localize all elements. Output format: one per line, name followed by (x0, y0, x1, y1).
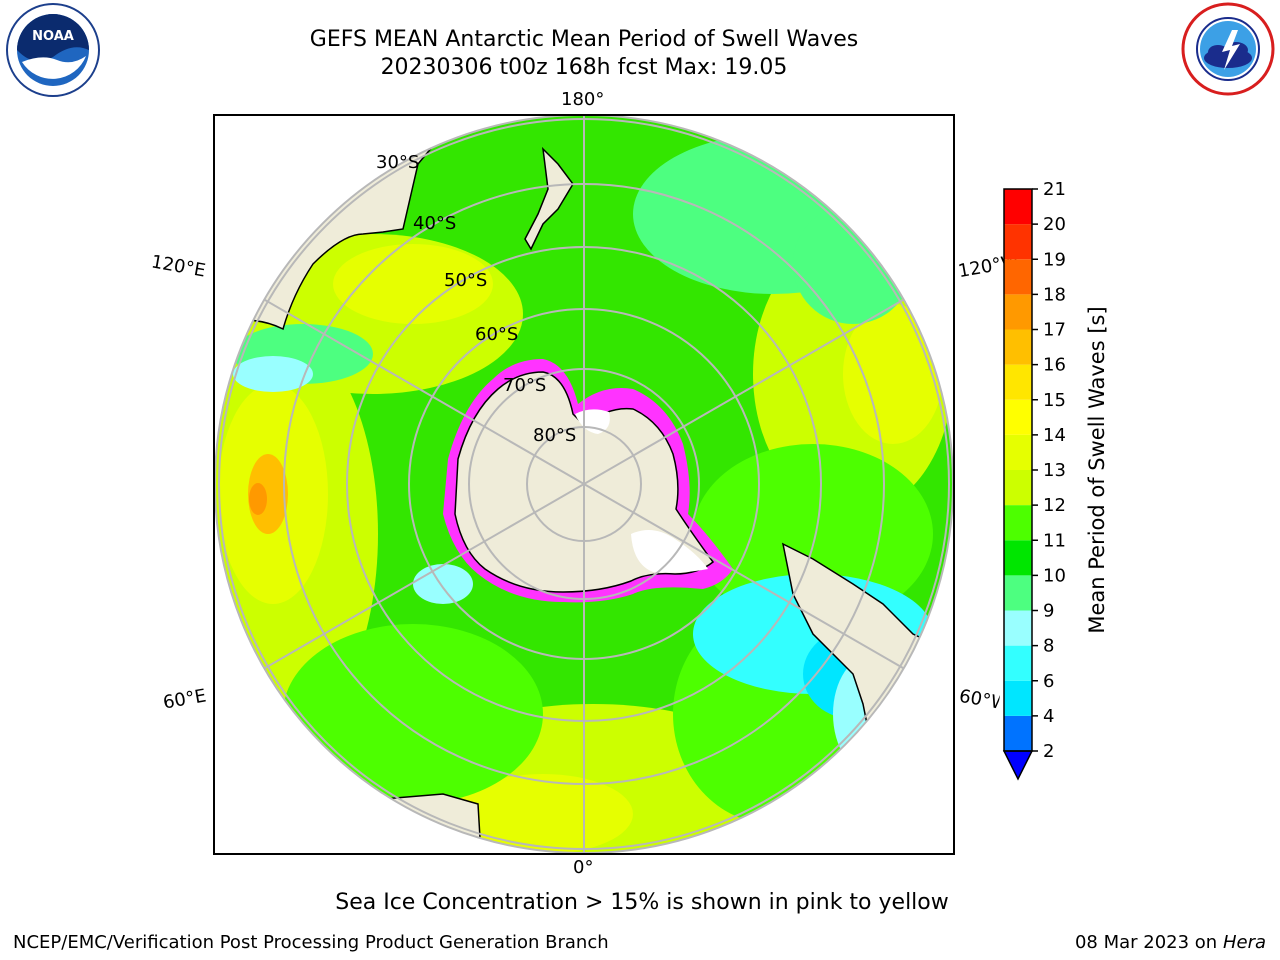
weddell-ice (631, 530, 708, 573)
footer-date: 08 Mar 2023 on Hera (1075, 932, 1266, 953)
colorbar-band (1004, 575, 1032, 611)
noaa-logo-text: NOAA (32, 29, 74, 44)
map-subtitle: 20230306 t00z 168h fcst Max: 19.05 (380, 55, 788, 80)
footer-host: Hera (1222, 932, 1266, 953)
colorbar-band (1004, 224, 1032, 260)
colorbar-tick-label: 18 (1043, 284, 1066, 305)
colorbar-band (1004, 680, 1032, 716)
colorbar-title: Mean Period of Swell Waves [s] (1085, 306, 1109, 634)
colorbar-tick-label: 14 (1043, 425, 1066, 446)
colorbar-tick-label: 19 (1043, 249, 1066, 270)
colorbar-tick-label: 20 (1043, 214, 1066, 235)
colorbar-tick-label: 11 (1043, 530, 1066, 551)
footer-credit: NCEP/EMC/Verification Post Processing Pr… (13, 932, 609, 953)
lat-label-60s: 60°S (475, 324, 519, 345)
noaa-logo: NOAA (6, 3, 100, 97)
colorbar-tick-label: 21 (1043, 180, 1066, 200)
colorbar-tick-label: 15 (1043, 390, 1066, 411)
lat-label-80s: 80°S (533, 425, 577, 446)
colorbar: 2 4 6 8 9 10 11 12 13 14 15 16 17 18 19 20 21 (1002, 180, 1066, 781)
colorbar-band (1004, 189, 1032, 225)
colorbar-band (1004, 645, 1032, 681)
lat-label-40s: 40°S (413, 213, 457, 234)
lat-label-30s: 30°S (376, 152, 420, 173)
lat-label-50s: 50°S (444, 270, 488, 291)
nws-logo (1181, 2, 1275, 96)
map-title: GEFS MEAN Antarctic Mean Period of Swell… (309, 27, 859, 52)
colorbar-band (1004, 540, 1032, 576)
colorbar-tick-label: 17 (1043, 320, 1066, 341)
colorbar-tick-label: 8 (1043, 636, 1054, 657)
colorbar-band (1004, 329, 1032, 365)
new-zealand-land (524, 146, 574, 251)
colorbar-band (1004, 364, 1032, 400)
colorbar-band (1004, 434, 1032, 470)
colorbar-tick-label: 9 (1043, 601, 1054, 622)
lon-label-180: 180° (561, 89, 605, 110)
lat-label-70s: 70°S (503, 375, 547, 396)
colorbar-under-triangle (1002, 750, 1034, 781)
colorbar-band (1004, 259, 1032, 295)
colorbar-tick-label: 6 (1043, 671, 1054, 692)
antarctic-map (213, 114, 955, 855)
colorbar-tick-label: 12 (1043, 495, 1066, 516)
colorbar-tick-label: 16 (1043, 355, 1066, 376)
colorbar-band (1004, 610, 1032, 646)
meridian-120e-60w (215, 269, 953, 699)
lon-label-120e: 120°E (149, 251, 208, 282)
colorbar-tick-label: 13 (1043, 460, 1066, 481)
colorbar-band (1004, 715, 1032, 751)
lon-label-60e: 60°E (161, 685, 208, 714)
lon-label-0: 0° (573, 857, 594, 878)
colorbar-tick-label: 2 (1043, 741, 1054, 762)
sea-ice-note: Sea Ice Concentration > 15% is shown in … (335, 890, 949, 915)
colorbar-band (1004, 294, 1032, 330)
colorbar-band (1004, 399, 1032, 435)
footer-date-text: 08 Mar 2023 on (1074, 932, 1218, 953)
colorbar-tick-label: 4 (1043, 706, 1054, 727)
colorbar-tick-label: 10 (1043, 565, 1066, 586)
colorbar-band (1004, 470, 1032, 506)
colorbar-band (1004, 505, 1032, 541)
